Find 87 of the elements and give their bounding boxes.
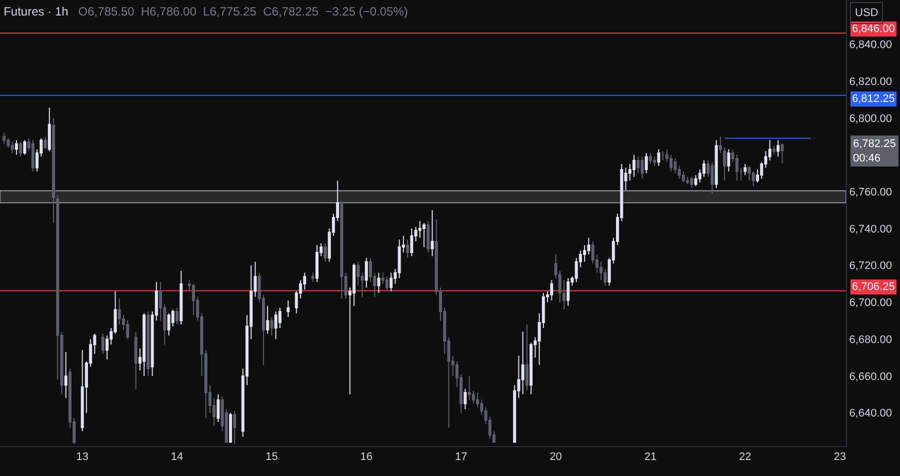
x-tick-label: 15 — [266, 451, 278, 464]
candlestick — [714, 140, 718, 188]
chart-subtitle: O6,785.50 H6,786.00 L6,775.25 C6,782.25 −3.25 (−0.05%) — [78, 4, 408, 19]
candlestick — [718, 136, 722, 154]
x-tick-label: 16 — [360, 451, 373, 464]
candlestick — [566, 278, 570, 306]
candlestick — [340, 200, 344, 300]
candlestick — [744, 164, 747, 176]
candlestick — [216, 394, 220, 423]
candlestick — [180, 270, 183, 325]
y-tick-label: 6,680.00 — [849, 334, 892, 346]
candlestick — [390, 272, 393, 292]
y-tick-label: 6,640.00 — [849, 408, 892, 420]
candlestick — [385, 276, 388, 292]
candlestick — [422, 222, 426, 248]
candlestick — [364, 258, 368, 288]
chart-title: Futures · 1h — [4, 4, 68, 19]
candlestick — [270, 316, 274, 336]
candlestick — [406, 239, 410, 259]
x-tick-label: 13 — [76, 451, 88, 464]
candlestick — [464, 388, 467, 410]
candlestick — [48, 107, 51, 152]
ref-line-label: 6,846.00 — [852, 23, 895, 35]
y-tick-label: 6,740.00 — [849, 223, 892, 236]
candlestick — [772, 145, 776, 156]
candlestick — [311, 272, 314, 282]
candlestick — [176, 307, 179, 325]
candlestick — [661, 150, 664, 161]
candlestick — [2, 132, 6, 144]
text: 6,782.25 00:46 — [853, 138, 896, 164]
text: USD — [855, 7, 878, 19]
candlestick — [525, 324, 528, 392]
x-tick-label: 23 — [834, 451, 846, 464]
candlestick — [274, 310, 278, 340]
y-tick-label: 6,820.00 — [849, 76, 892, 88]
candlestick — [521, 331, 524, 395]
candlestick — [727, 148, 730, 172]
candlestick — [430, 210, 434, 257]
candlestick — [640, 156, 644, 180]
candlestick — [23, 140, 26, 156]
y-tick-label: 6,800.00 — [849, 112, 892, 125]
candlestick — [19, 141, 22, 158]
ref-line-label: 6,812.25 — [852, 93, 895, 105]
y-tick-label: 6,840.00 — [849, 39, 892, 52]
candlestick — [52, 117, 56, 224]
x-tick-label: 20 — [550, 451, 562, 464]
candlestick — [134, 331, 138, 390]
candlestick — [101, 333, 104, 354]
candlestick — [710, 162, 714, 194]
candlestick — [550, 280, 554, 301]
candlestick — [142, 312, 146, 376]
candlestick — [377, 272, 380, 294]
y-tick-label: 6,660.00 — [849, 370, 892, 383]
candlestick — [64, 352, 68, 399]
candlestick — [80, 350, 84, 432]
y-tick-label: 6,700.00 — [849, 297, 892, 310]
candlestick — [286, 300, 290, 318]
candlestick — [657, 148, 660, 166]
candlestick — [167, 312, 170, 336]
ref-line-label: 6,706.25 — [852, 281, 895, 293]
candlestick — [229, 412, 232, 443]
candlestick — [324, 242, 327, 262]
candlestick — [468, 375, 471, 400]
candlestick — [31, 140, 34, 172]
candlestick — [146, 310, 150, 376]
candlestick — [14, 140, 18, 156]
y-tick-label: 6,720.00 — [849, 260, 892, 272]
y-tick-label: 6,760.00 — [849, 186, 892, 199]
candlestick — [776, 140, 780, 158]
candlestick — [648, 152, 652, 165]
x-tick-label: 22 — [739, 451, 752, 464]
candlestick — [723, 146, 726, 182]
candlestick — [632, 154, 636, 178]
x-tick-label: 17 — [454, 451, 468, 464]
x-tick-label: 21 — [644, 451, 657, 464]
candlestick — [315, 244, 318, 282]
candlestick — [780, 143, 784, 164]
candlestick — [44, 136, 47, 150]
candlestick — [690, 176, 694, 188]
candlestick — [644, 152, 648, 174]
candlestick — [10, 141, 14, 154]
candlestick — [426, 220, 430, 253]
candlestick — [266, 305, 270, 334]
candlestick — [233, 410, 236, 445]
candlestick — [653, 156, 656, 166]
candlestick — [410, 228, 414, 257]
x-tick-label: 14 — [170, 451, 184, 464]
